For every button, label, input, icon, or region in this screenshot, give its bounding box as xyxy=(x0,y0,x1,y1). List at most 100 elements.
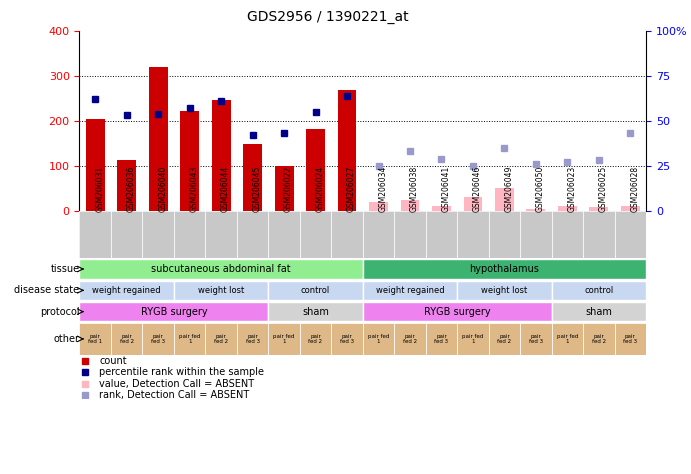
Text: rank, Detection Call = ABSENT: rank, Detection Call = ABSENT xyxy=(100,390,249,400)
Bar xyxy=(79,323,111,355)
Bar xyxy=(621,206,640,211)
Text: pair
fed 3: pair fed 3 xyxy=(435,334,448,344)
Text: pair
fed 3: pair fed 3 xyxy=(529,334,543,344)
Bar xyxy=(457,211,489,258)
Text: pair
fed 1: pair fed 1 xyxy=(88,334,102,344)
Bar xyxy=(268,323,300,355)
Bar xyxy=(520,211,551,258)
Text: pair fed
1: pair fed 1 xyxy=(368,334,389,344)
Text: GSM206043: GSM206043 xyxy=(189,166,198,212)
Text: GSM206024: GSM206024 xyxy=(316,166,325,212)
Bar xyxy=(237,323,268,355)
Text: GDS2956 / 1390221_at: GDS2956 / 1390221_at xyxy=(247,9,409,24)
Text: protocol: protocol xyxy=(40,307,79,317)
Text: pair
fed 3: pair fed 3 xyxy=(245,334,260,344)
Text: GSM206049: GSM206049 xyxy=(504,166,513,212)
Bar xyxy=(426,323,457,355)
Bar xyxy=(432,207,451,211)
Text: other: other xyxy=(53,334,79,344)
Bar xyxy=(520,323,551,355)
Text: weight regained: weight regained xyxy=(93,286,161,295)
Bar xyxy=(268,281,363,300)
Bar xyxy=(306,129,325,211)
Text: pair
fed 2: pair fed 2 xyxy=(214,334,228,344)
Text: control: control xyxy=(585,286,614,295)
Bar xyxy=(205,211,237,258)
Text: pair
fed 3: pair fed 3 xyxy=(623,334,637,344)
Text: sham: sham xyxy=(302,307,329,317)
Bar xyxy=(180,111,199,211)
Text: GSM206038: GSM206038 xyxy=(410,166,419,212)
Text: pair
fed 2: pair fed 2 xyxy=(120,334,134,344)
Bar xyxy=(79,302,268,321)
Bar xyxy=(583,323,614,355)
Text: RYGB surgery: RYGB surgery xyxy=(424,307,491,317)
Bar xyxy=(551,302,646,321)
Bar xyxy=(331,211,363,258)
Text: pair fed
1: pair fed 1 xyxy=(557,334,578,344)
Text: pair
fed 2: pair fed 2 xyxy=(498,334,511,344)
Text: pair
fed 2: pair fed 2 xyxy=(591,334,606,344)
Bar xyxy=(79,211,111,258)
Bar xyxy=(142,211,174,258)
Bar xyxy=(237,211,268,258)
Text: GSM206025: GSM206025 xyxy=(599,166,608,212)
Bar xyxy=(457,281,551,300)
Text: GSM206045: GSM206045 xyxy=(253,166,262,212)
Bar xyxy=(551,323,583,355)
Text: tissue: tissue xyxy=(50,264,79,274)
Text: percentile rank within the sample: percentile rank within the sample xyxy=(100,367,264,377)
Bar xyxy=(363,323,395,355)
Bar xyxy=(558,207,577,211)
Bar xyxy=(331,323,363,355)
Bar xyxy=(395,323,426,355)
Bar xyxy=(211,100,231,211)
Bar xyxy=(464,197,482,211)
Bar xyxy=(111,323,142,355)
Bar xyxy=(142,323,174,355)
Text: control: control xyxy=(301,286,330,295)
Text: GSM206023: GSM206023 xyxy=(567,166,576,212)
Text: weight lost: weight lost xyxy=(482,286,527,295)
Bar xyxy=(551,211,583,258)
Text: disease state: disease state xyxy=(15,285,79,295)
Text: GSM206034: GSM206034 xyxy=(379,166,388,212)
Bar xyxy=(274,166,294,211)
Text: weight lost: weight lost xyxy=(198,286,244,295)
Text: value, Detection Call = ABSENT: value, Detection Call = ABSENT xyxy=(100,379,254,389)
Bar xyxy=(395,211,426,258)
Text: pair
fed 2: pair fed 2 xyxy=(308,334,323,344)
Text: RYGB surgery: RYGB surgery xyxy=(140,307,207,317)
Bar xyxy=(583,211,614,258)
Bar xyxy=(79,281,174,300)
Bar xyxy=(426,211,457,258)
Bar xyxy=(149,67,168,211)
Text: weight regained: weight regained xyxy=(376,286,444,295)
Bar xyxy=(300,323,331,355)
Text: GSM206027: GSM206027 xyxy=(347,166,356,212)
Bar xyxy=(338,90,357,211)
Bar xyxy=(300,211,331,258)
Bar xyxy=(363,211,395,258)
Text: pair fed
1: pair fed 1 xyxy=(274,334,295,344)
Text: hypothalamus: hypothalamus xyxy=(469,264,540,274)
Bar xyxy=(174,323,205,355)
Bar xyxy=(243,144,262,211)
Bar xyxy=(369,202,388,211)
Text: GSM206028: GSM206028 xyxy=(630,166,639,212)
Bar xyxy=(614,211,646,258)
Bar xyxy=(268,211,300,258)
Bar xyxy=(489,211,520,258)
Bar xyxy=(489,323,520,355)
Bar xyxy=(205,323,237,355)
Bar xyxy=(111,211,142,258)
Text: pair
fed 2: pair fed 2 xyxy=(403,334,417,344)
Bar xyxy=(457,323,489,355)
Text: sham: sham xyxy=(585,307,612,317)
Bar xyxy=(363,281,457,300)
Text: subcutaneous abdominal fat: subcutaneous abdominal fat xyxy=(151,264,291,274)
Bar xyxy=(79,259,363,279)
Text: pair
fed 3: pair fed 3 xyxy=(151,334,165,344)
Text: GSM206044: GSM206044 xyxy=(221,166,230,212)
Text: pair fed
1: pair fed 1 xyxy=(179,334,200,344)
